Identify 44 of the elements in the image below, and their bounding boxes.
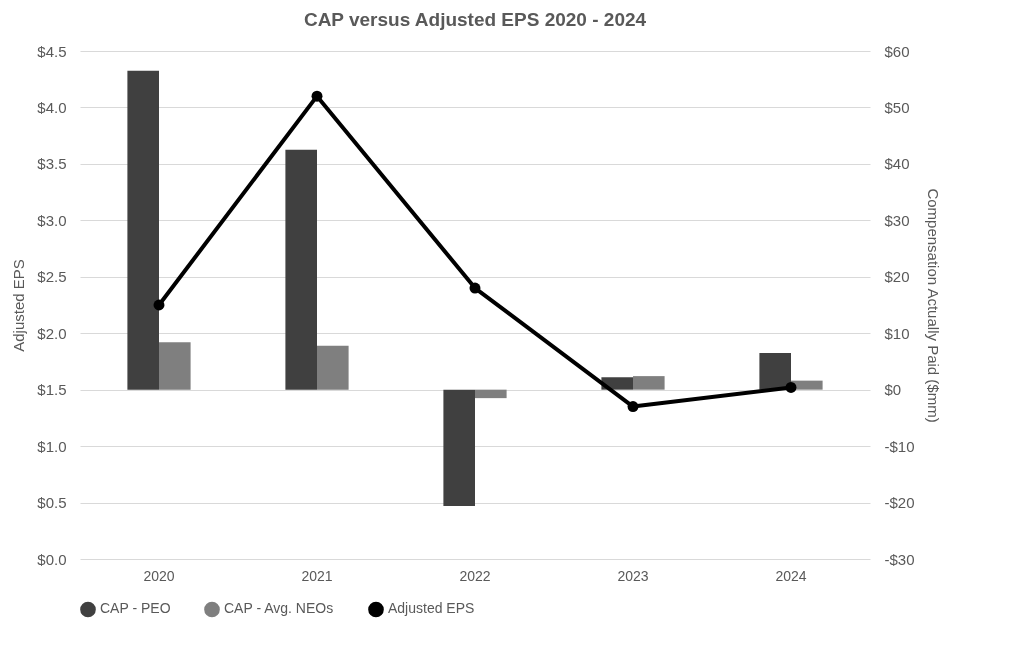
x-tick-label: 2020 bbox=[143, 567, 175, 584]
legend-label: CAP - PEO bbox=[100, 600, 171, 617]
y-tick-label: $3.0 bbox=[37, 211, 67, 229]
y-tick-label: $4.0 bbox=[37, 98, 67, 116]
y2-tick-label: -$30 bbox=[884, 550, 915, 568]
x-tick-label: 2021 bbox=[301, 567, 333, 584]
point bbox=[153, 299, 165, 311]
y2-tick-label: $0 bbox=[884, 381, 902, 399]
bar bbox=[443, 389, 475, 506]
bar bbox=[159, 342, 191, 390]
bar bbox=[317, 345, 349, 390]
x-tick-label: 2023 bbox=[617, 567, 649, 584]
chart-title: CAP versus Adjusted EPS 2020 - 2024 bbox=[303, 9, 647, 30]
bar bbox=[285, 149, 317, 390]
y-tick-label: $0.0 bbox=[37, 550, 67, 568]
y-tick-label: $3.5 bbox=[37, 155, 67, 173]
point bbox=[627, 401, 639, 413]
y2-tick-label: $50 bbox=[884, 98, 910, 116]
bar bbox=[759, 352, 791, 390]
point bbox=[469, 282, 481, 294]
legend-label: CAP - Avg. NEOs bbox=[224, 600, 334, 617]
point bbox=[785, 381, 797, 393]
y2-tick-label: -$10 bbox=[884, 437, 915, 455]
y2-tick-label: $40 bbox=[884, 155, 910, 173]
y2-axis-title: Compensation Actually Paid ($mm) bbox=[924, 188, 942, 423]
y2-tick-label: -$20 bbox=[884, 494, 915, 512]
bar bbox=[633, 376, 665, 390]
x-tick-label: 2024 bbox=[775, 567, 807, 584]
y-tick-label: $2.5 bbox=[37, 268, 67, 286]
legend-label: Adjusted EPS bbox=[388, 600, 475, 617]
y-tick-label: $2.0 bbox=[37, 324, 67, 342]
y2-tick-label: $10 bbox=[884, 324, 910, 342]
y-tick-label: $0.5 bbox=[37, 494, 67, 512]
y2-tick-label: $20 bbox=[884, 268, 910, 286]
y-axis-title: Adjusted EPS bbox=[10, 259, 28, 352]
y-tick-label: $4.5 bbox=[37, 42, 67, 60]
point bbox=[311, 90, 323, 102]
y-tick-label: $1.0 bbox=[37, 437, 67, 455]
x-tick-label: 2022 bbox=[459, 567, 491, 584]
bar bbox=[475, 389, 507, 399]
y2-tick-label: $30 bbox=[884, 211, 910, 229]
bar bbox=[127, 70, 159, 390]
y-tick-label: $1.5 bbox=[37, 381, 67, 399]
y2-tick-label: $60 bbox=[884, 42, 910, 60]
